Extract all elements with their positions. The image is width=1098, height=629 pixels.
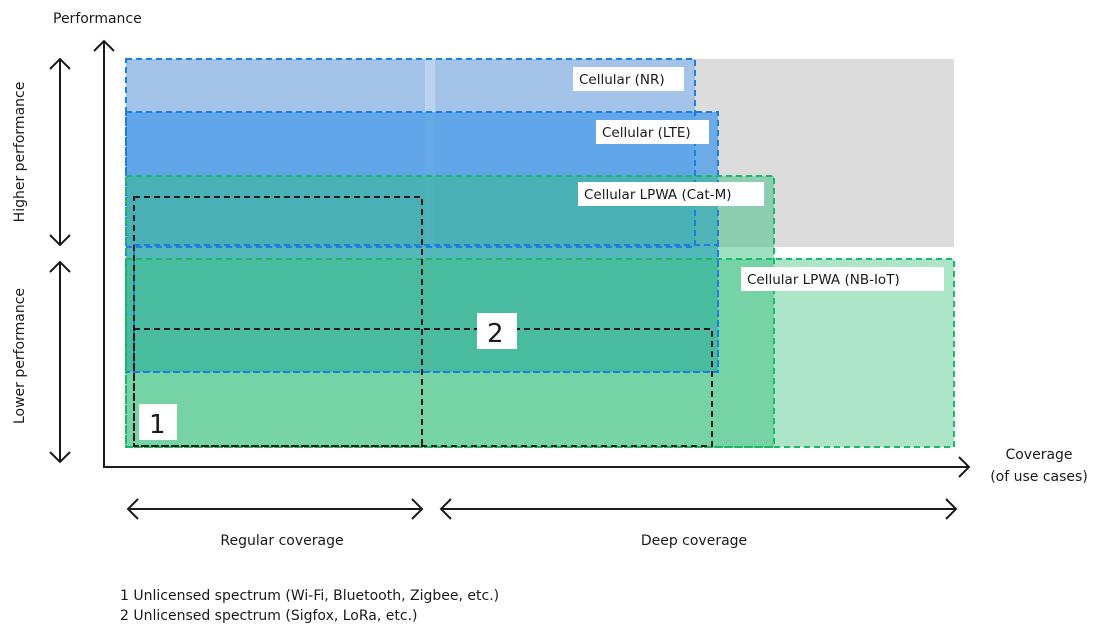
- x-axis: [103, 456, 971, 478]
- catm-region: [126, 176, 774, 447]
- nr-label-bg: [573, 67, 684, 91]
- nbiot-outline: [125, 258, 955, 448]
- y-axis: [93, 39, 115, 468]
- nbiot-label: Cellular LPWA (NB-IoT): [747, 272, 900, 288]
- regular-coverage-arrow: [126, 498, 424, 520]
- deep-coverage-arrow: [439, 498, 958, 520]
- lte-label-bg: [596, 120, 709, 144]
- marker-2-bg: [477, 313, 517, 349]
- blue-inner-outline: [133, 244, 719, 373]
- unlicensed1-outline: [133, 196, 423, 447]
- deep-coverage-label: Deep coverage: [641, 533, 747, 549]
- footnote-2: 2 Unlicensed spectrum (Sigfox, LoRa, etc…: [120, 608, 418, 624]
- nr-label: Cellular (NR): [579, 72, 665, 88]
- higher-performance-label: Higher performance: [12, 82, 28, 223]
- catm-label: Cellular LPWA (Cat-M): [584, 187, 732, 203]
- higher-performance-arrow: [49, 57, 71, 247]
- marker-1: 1: [149, 410, 166, 440]
- x-axis-label-line2: (of use cases): [990, 469, 1088, 485]
- nbiot-label-bg: [741, 267, 944, 291]
- lower-performance-label: Lower performance: [12, 288, 28, 424]
- catm-label-bg: [578, 182, 764, 206]
- y-axis-label: Performance: [53, 11, 142, 27]
- unlicensed2-outline: [133, 328, 713, 447]
- lower-performance-arrow: [49, 260, 71, 464]
- marker-2: 2: [487, 319, 504, 349]
- lte-label: Cellular (LTE): [602, 125, 691, 141]
- regular-coverage-label: Regular coverage: [220, 533, 343, 549]
- footnote-1: 1 Unlicensed spectrum (Wi-Fi, Bluetooth,…: [120, 588, 500, 604]
- x-axis-label-line1: Coverage: [1005, 447, 1072, 463]
- marker-1-bg: [139, 404, 177, 440]
